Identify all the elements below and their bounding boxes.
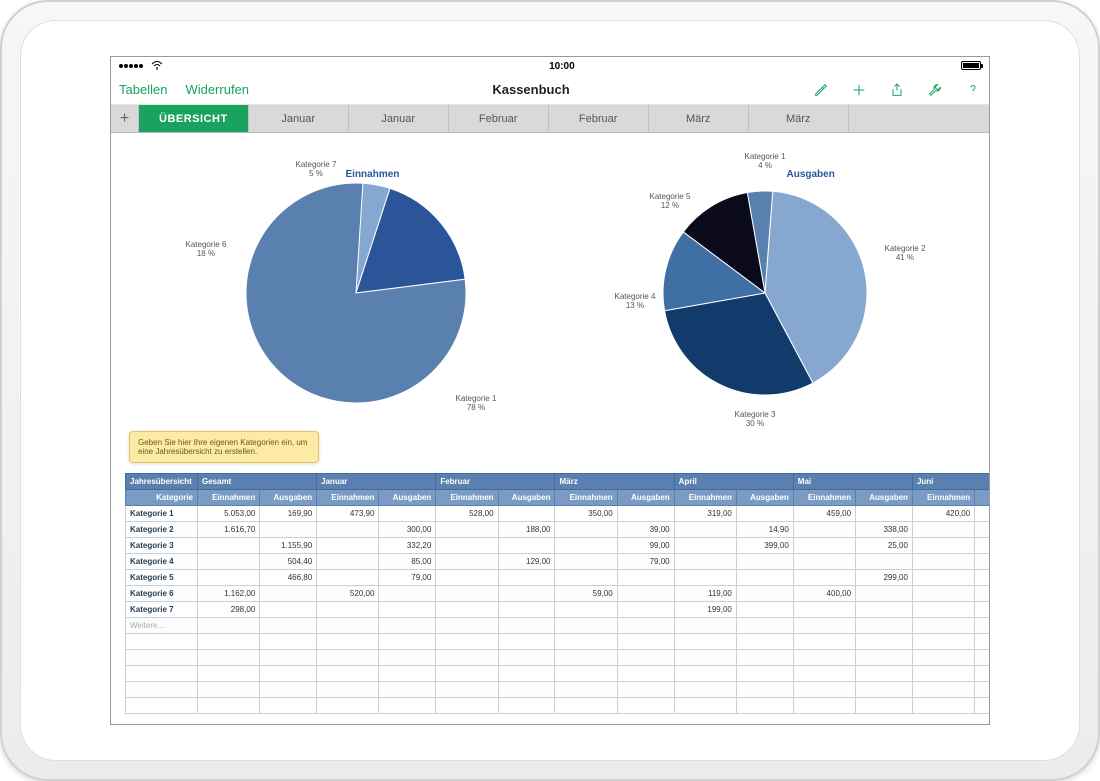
screen: 10:00 Tabellen Widerrufen Kassenbuch xyxy=(110,56,990,725)
pie-slice-label: Kategorie 413 % xyxy=(615,293,656,311)
chart-title: Ausgaben xyxy=(787,169,835,180)
help-icon[interactable] xyxy=(965,82,981,98)
pie-slice-label: Kategorie 75 % xyxy=(296,161,337,179)
status-bar: 10:00 xyxy=(111,57,989,75)
overview-table[interactable]: JahresübersichtGesamtJanuarFebruarMärzAp… xyxy=(125,473,989,724)
hint-tooltip: Geben Sie hier Ihre eigenen Kategorien e… xyxy=(129,431,319,463)
sheet-tab[interactable]: Januar xyxy=(349,105,449,132)
table-row[interactable]: Kategorie 21.616,70300,00188,0039,0014,9… xyxy=(126,522,990,538)
signal-dots-icon xyxy=(119,61,144,72)
table-row-empty xyxy=(126,666,990,682)
pie-slice-label: Kategorie 241 % xyxy=(885,245,926,263)
toolbar: Tabellen Widerrufen Kassenbuch xyxy=(111,75,989,105)
sheet-tab[interactable]: Januar xyxy=(249,105,349,132)
document-title: Kassenbuch xyxy=(249,82,813,97)
table-row[interactable]: Kategorie 4504,4085,00129,0079,0050,00 xyxy=(126,554,990,570)
table-row[interactable]: Kategorie 61.162,00520,0059,00119,00400,… xyxy=(126,586,990,602)
pie-slice-label: Kategorie 14 % xyxy=(745,153,786,171)
share-icon[interactable] xyxy=(889,82,905,98)
battery-icon xyxy=(961,61,981,70)
table-row[interactable]: Kategorie 7298,00199,00 xyxy=(126,602,990,618)
toolbar-left: Tabellen Widerrufen xyxy=(119,82,249,97)
sheet-tab[interactable]: März xyxy=(649,105,749,132)
table-row[interactable]: Kategorie 15.053,00169,90473,90528,00350… xyxy=(126,506,990,522)
status-right xyxy=(961,61,981,72)
sheet-tab[interactable]: März xyxy=(749,105,849,132)
ipad-frame: 10:00 Tabellen Widerrufen Kassenbuch xyxy=(0,0,1100,781)
pie-slice-label: Kategorie 512 % xyxy=(650,193,691,211)
plus-icon[interactable] xyxy=(851,82,867,98)
table-row-empty xyxy=(126,634,990,650)
device-inner: 10:00 Tabellen Widerrufen Kassenbuch xyxy=(20,20,1080,761)
charts-row: Kategorie 75 % Kategorie 618 % Kategorie 1… xyxy=(111,133,989,433)
table-row-more[interactable]: Weitere… xyxy=(126,618,990,634)
status-left xyxy=(119,60,163,73)
sheet-tab[interactable]: Februar xyxy=(549,105,649,132)
table-row[interactable]: Kategorie 31.155,90332,2099,00399,0025,0… xyxy=(126,538,990,554)
status-time: 10:00 xyxy=(549,61,575,72)
sheet-tab-bar: + ÜBERSICHTJanuarJanuarFebruarFebruarMär… xyxy=(111,105,989,133)
sheet-tab[interactable]: ÜBERSICHT xyxy=(139,105,249,132)
undo-button[interactable]: Widerrufen xyxy=(185,82,249,97)
sheet-content: Kategorie 75 % Kategorie 618 % Kategorie 1… xyxy=(111,133,989,724)
wrench-icon[interactable] xyxy=(927,82,943,98)
sheet-tab[interactable]: Februar xyxy=(449,105,549,132)
hint-tooltip-text: Geben Sie hier Ihre eigenen Kategorien e… xyxy=(138,438,307,456)
toolbar-icons xyxy=(813,82,981,98)
paintbrush-icon[interactable] xyxy=(813,82,829,98)
table-row-empty xyxy=(126,682,990,698)
table-row[interactable]: Kategorie 5466,8079,00299,00 xyxy=(126,570,990,586)
expense-pie-chart[interactable]: Kategorie 14 %Kategorie 241 %Kategorie 3… xyxy=(575,163,955,423)
add-sheet-button[interactable]: + xyxy=(111,105,139,132)
wifi-icon xyxy=(151,60,163,73)
chart-title: Einnahmen xyxy=(346,169,400,180)
table-row-empty xyxy=(126,650,990,666)
pie-slice-label: Kategorie 178 % xyxy=(456,395,497,413)
pie-slice-label: Kategorie 330 % xyxy=(735,411,776,429)
table-row-empty xyxy=(126,698,990,714)
tables-button[interactable]: Tabellen xyxy=(119,82,167,97)
income-pie-chart[interactable]: Kategorie 75 % Kategorie 618 % Kategorie 1… xyxy=(146,163,526,423)
pie-slice-label: Kategorie 618 % xyxy=(186,241,227,259)
